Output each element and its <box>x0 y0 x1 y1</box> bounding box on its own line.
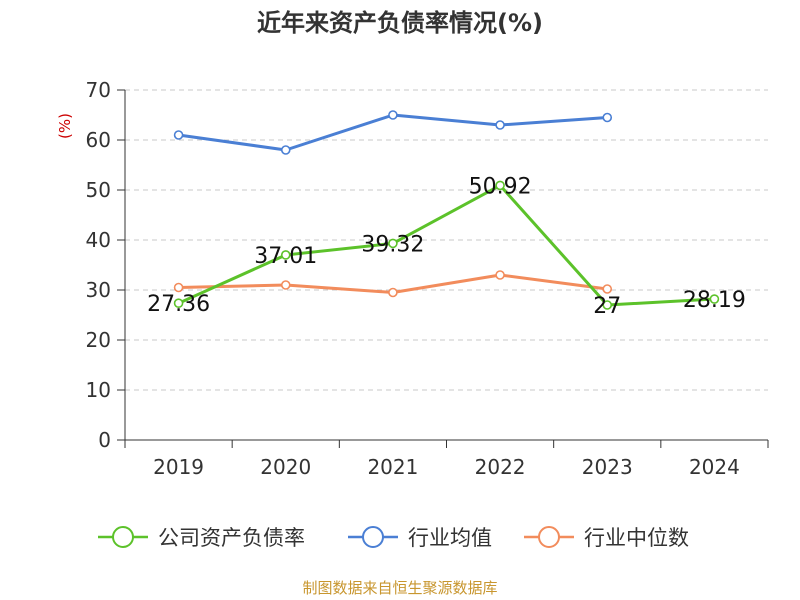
x-tick-label: 2023 <box>582 455 633 479</box>
series-line <box>177 183 715 307</box>
chart-title: 近年来资产负债率情况(%) <box>257 9 543 37</box>
legend-item-1[interactable]: 行业均值 <box>348 526 492 550</box>
data-labels: 27.36 37.01 39.32 50.92 27 28.19 <box>147 174 746 319</box>
y-tick-label: 60 <box>86 128 111 152</box>
legend-marker <box>362 526 384 548</box>
data-point <box>495 180 505 191</box>
series-1 <box>173 110 613 155</box>
legend-label: 行业中位数 <box>584 526 689 550</box>
data-label: 50.92 <box>469 174 532 199</box>
data-point <box>173 130 184 140</box>
data-point <box>173 282 184 293</box>
x-axis-ticks: 2019 2020 2021 2022 2023 2024 <box>124 440 769 479</box>
y-axis-ticks: 0 10 20 30 40 50 60 70 <box>86 78 125 452</box>
data-point <box>495 120 505 130</box>
legend-label: 行业均值 <box>408 526 492 550</box>
y-tick-label: 20 <box>86 328 111 352</box>
data-point <box>709 294 720 304</box>
data-point <box>602 284 613 294</box>
data-point <box>388 287 398 298</box>
data-label: 39.32 <box>361 232 424 257</box>
y-tick-label: 40 <box>86 228 111 252</box>
x-tick-label: 2020 <box>260 455 311 479</box>
x-tick-label: 2021 <box>367 455 418 479</box>
y-tick-label: 50 <box>86 178 111 202</box>
legend-item-0[interactable]: 公司资产负债率 <box>98 526 305 550</box>
source-note: 制图数据来自恒生聚源数据库 <box>302 579 497 597</box>
series-lines <box>173 110 720 310</box>
data-point <box>280 280 291 290</box>
legend[interactable]: 公司资产负债率 行业均值 行业中位数 <box>98 526 689 550</box>
x-tick-label: 2019 <box>153 455 204 479</box>
y-tick-label: 10 <box>86 378 111 402</box>
legend-marker <box>112 526 134 548</box>
data-point <box>280 145 291 155</box>
series-2 <box>173 270 613 298</box>
data-label: 27.36 <box>147 292 210 317</box>
legend-item-2[interactable]: 行业中位数 <box>524 526 689 550</box>
data-point <box>602 300 613 310</box>
gridlines <box>125 89 768 391</box>
data-point <box>173 298 184 309</box>
x-tick-label: 2024 <box>689 455 740 479</box>
data-point <box>495 270 505 280</box>
y-tick-label: 70 <box>86 78 111 102</box>
legend-marker <box>538 526 560 548</box>
x-tick-label: 2022 <box>475 455 526 479</box>
y-tick-label: 0 <box>98 428 111 452</box>
data-label: 37.01 <box>254 244 317 269</box>
y-tick-label: 30 <box>86 278 111 302</box>
series-0 <box>173 180 720 310</box>
data-label: 27 <box>593 294 621 319</box>
data-point <box>388 110 398 120</box>
data-label: 28.19 <box>683 288 746 313</box>
legend-label: 公司资产负债率 <box>158 526 305 550</box>
data-point <box>280 250 291 260</box>
data-point <box>602 112 613 123</box>
y-axis-label: (%) <box>56 113 74 139</box>
data-point <box>388 238 398 249</box>
series-line <box>178 113 608 152</box>
